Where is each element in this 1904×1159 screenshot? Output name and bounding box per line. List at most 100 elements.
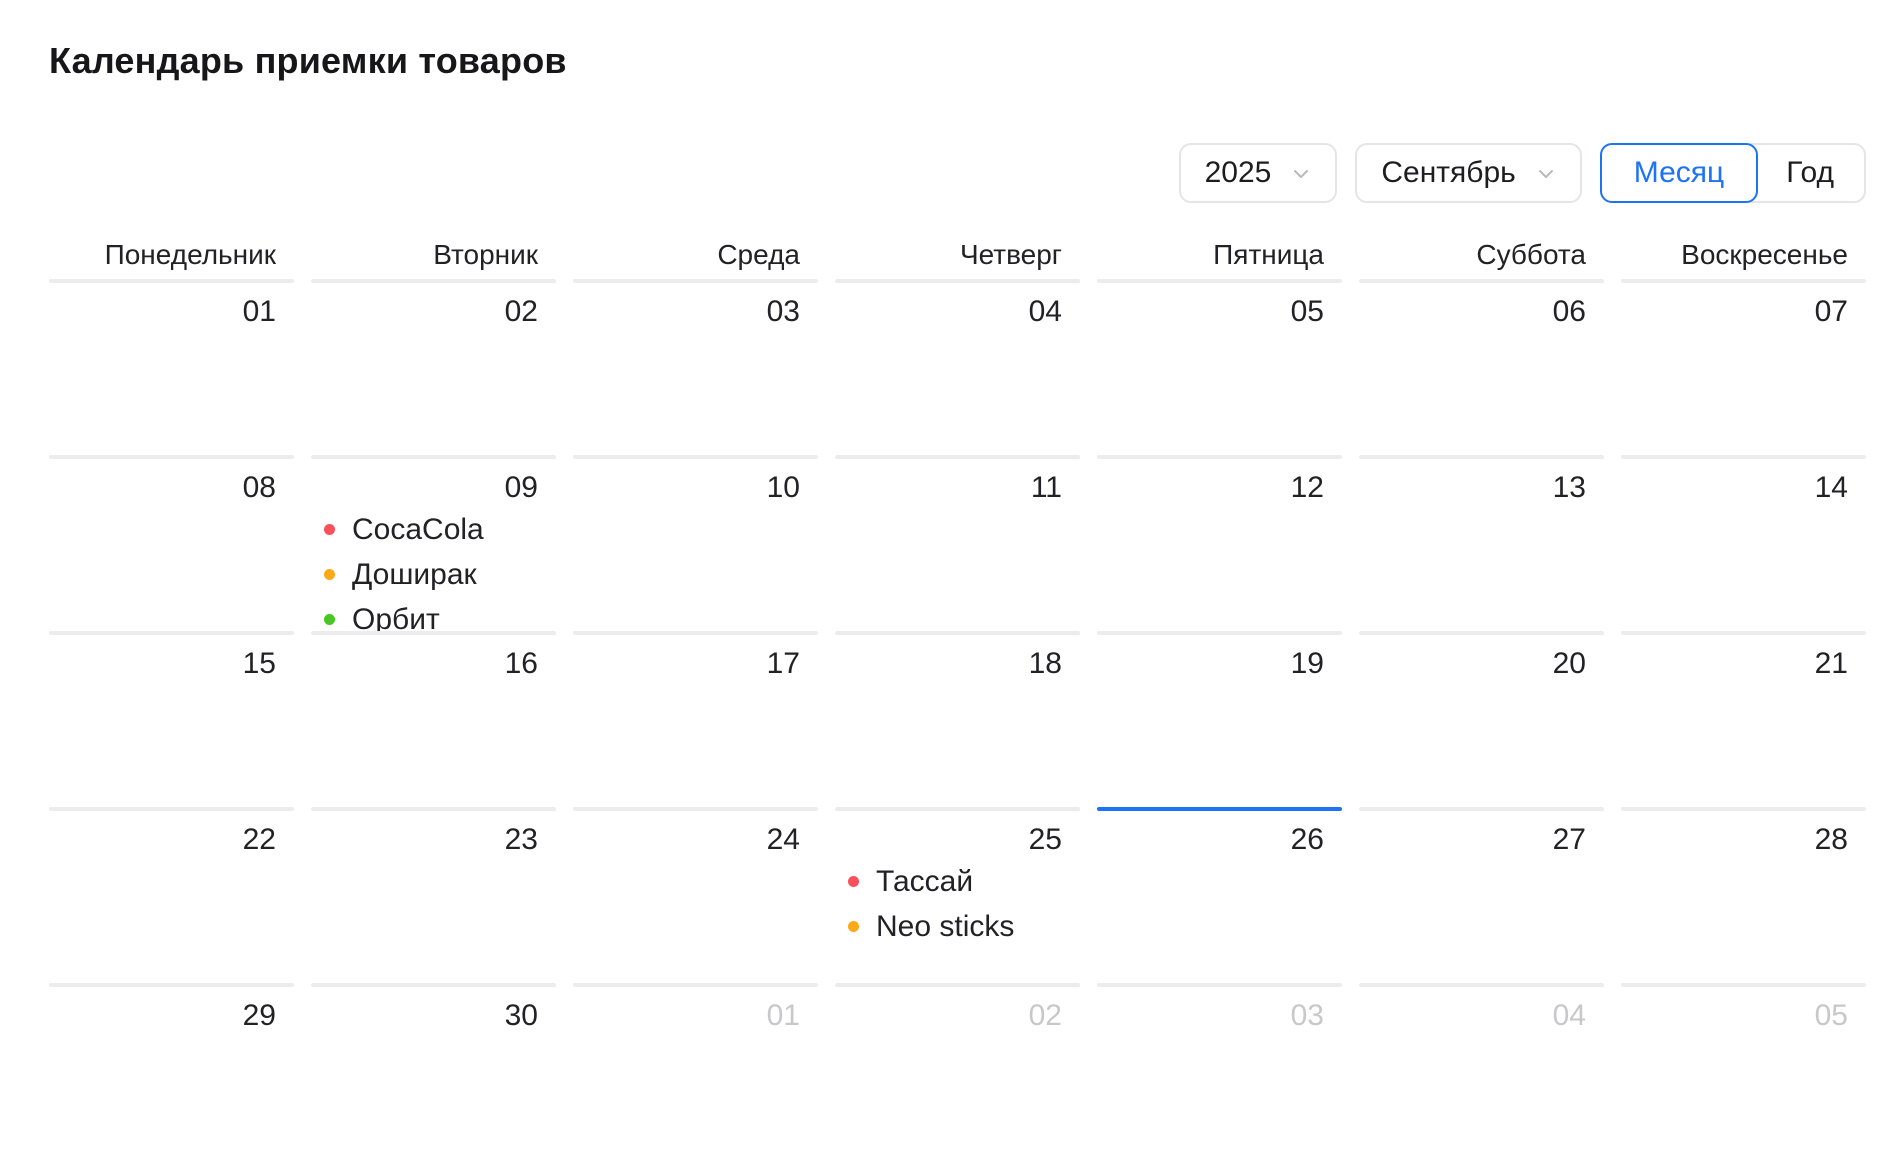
day-number: 07 (1814, 295, 1848, 328)
day-number: 13 (1552, 471, 1586, 504)
day-cell[interactable]: 01 (573, 983, 818, 1159)
day-number: 08 (242, 471, 276, 504)
day-number: 22 (242, 823, 276, 856)
day-cell[interactable]: 11 (835, 455, 1080, 642)
day-cell[interactable]: 22 (49, 807, 294, 983)
day-separator (1097, 807, 1342, 811)
day-cell[interactable]: 10 (573, 455, 818, 642)
event-label: Доширак (352, 557, 477, 591)
day-cell[interactable]: 05 (1097, 279, 1342, 455)
event-item[interactable]: CocaCola (324, 507, 556, 552)
day-separator (311, 455, 556, 459)
event-dot (324, 569, 335, 580)
day-number: 27 (1552, 823, 1586, 856)
day-separator (49, 807, 294, 811)
week-row: 15 16 17 18 19 20 21 (49, 631, 1866, 807)
day-cell[interactable]: 18 (835, 631, 1080, 807)
day-separator (573, 279, 818, 283)
day-number: 02 (1028, 999, 1062, 1032)
calendar-grid: 01 02 03 04 05 06 07 08 09 CocaCola До (49, 279, 1866, 1159)
day-separator (1097, 279, 1342, 283)
year-select[interactable]: 2025 (1178, 143, 1338, 203)
day-number: 04 (1028, 295, 1062, 328)
event-dot (324, 524, 335, 535)
event-label: Neo sticks (876, 909, 1015, 943)
month-select[interactable]: Сентябрь (1355, 143, 1582, 203)
weekday-label: Суббота (1476, 239, 1586, 270)
day-cell[interactable]: 02 (311, 279, 556, 455)
view-toggle-month[interactable]: Месяц (1599, 143, 1759, 203)
day-cell[interactable]: 21 (1621, 631, 1866, 807)
day-separator (311, 983, 556, 987)
event-item[interactable]: Neo sticks (848, 904, 1080, 949)
day-cell[interactable]: 01 (49, 279, 294, 455)
weekday-label: Воскресенье (1681, 239, 1848, 270)
day-cell[interactable]: 27 (1359, 807, 1604, 983)
day-separator (1621, 279, 1866, 283)
view-toggle: Месяц Год (1599, 143, 1866, 203)
day-cell[interactable]: 06 (1359, 279, 1604, 455)
day-number: 01 (766, 999, 800, 1032)
event-label: CocaCola (352, 512, 484, 546)
day-cell[interactable]: 13 (1359, 455, 1604, 642)
weekday-label: Среда (717, 239, 800, 270)
day-separator (1359, 455, 1604, 459)
day-number: 30 (504, 999, 538, 1032)
day-cell[interactable]: 20 (1359, 631, 1604, 807)
day-cell[interactable]: 17 (573, 631, 818, 807)
day-separator (835, 631, 1080, 635)
view-toggle-year[interactable]: Год (1786, 156, 1834, 189)
day-number: 20 (1552, 647, 1586, 680)
month-select-value: Сентябрь (1381, 156, 1516, 189)
day-cell[interactable]: 15 (49, 631, 294, 807)
day-cell[interactable]: 03 (1097, 983, 1342, 1159)
day-separator (49, 279, 294, 283)
day-cell[interactable]: 19 (1097, 631, 1342, 807)
day-cell[interactable]: 05 (1621, 983, 1866, 1159)
day-cell[interactable]: 29 (49, 983, 294, 1159)
week-row: 22 23 24 25 Тассай Neo sticks 26 27 28 (49, 807, 1866, 983)
day-separator (835, 983, 1080, 987)
event-list: CocaCola Доширак Орбит (311, 507, 556, 642)
day-separator (1359, 631, 1604, 635)
day-cell[interactable]: 30 (311, 983, 556, 1159)
day-cell[interactable]: 04 (835, 279, 1080, 455)
day-separator (1621, 455, 1866, 459)
day-cell[interactable]: 02 (835, 983, 1080, 1159)
day-number: 23 (504, 823, 538, 856)
event-dot (324, 614, 335, 625)
day-separator (1359, 807, 1604, 811)
day-separator (1097, 983, 1342, 987)
day-separator (311, 279, 556, 283)
day-number: 19 (1290, 647, 1324, 680)
day-separator (1097, 631, 1342, 635)
day-separator (311, 807, 556, 811)
day-cell[interactable]: 28 (1621, 807, 1866, 983)
day-cell[interactable]: 25 Тассай Neo sticks (835, 807, 1080, 983)
day-cell[interactable]: 16 (311, 631, 556, 807)
event-dot (848, 921, 859, 932)
week-row: 08 09 CocaCola Доширак Орбит 10 11 12 13… (49, 455, 1866, 636)
weekday-label: Вторник (433, 239, 538, 270)
event-item[interactable]: Тассай (848, 859, 1080, 904)
chevron-down-icon (1538, 170, 1553, 178)
day-cell[interactable]: 12 (1097, 455, 1342, 642)
day-cell[interactable]: 04 (1359, 983, 1604, 1159)
day-cell[interactable]: 24 (573, 807, 818, 983)
event-item[interactable]: Орбит (324, 597, 556, 642)
day-cell[interactable]: 09 CocaCola Доширак Орбит (311, 455, 556, 642)
day-number: 04 (1552, 999, 1586, 1032)
day-cell[interactable]: 08 (49, 455, 294, 642)
day-cell[interactable]: 07 (1621, 279, 1866, 455)
day-number: 17 (766, 647, 800, 680)
day-cell[interactable]: 14 (1621, 455, 1866, 642)
day-separator (573, 807, 818, 811)
day-cell[interactable]: 26 (1097, 807, 1342, 983)
day-number: 06 (1552, 295, 1586, 328)
event-list: Тассай Neo sticks (835, 859, 1080, 949)
day-cell[interactable]: 03 (573, 279, 818, 455)
event-item[interactable]: Доширак (324, 552, 556, 597)
day-cell[interactable]: 23 (311, 807, 556, 983)
day-number: 26 (1290, 823, 1324, 856)
